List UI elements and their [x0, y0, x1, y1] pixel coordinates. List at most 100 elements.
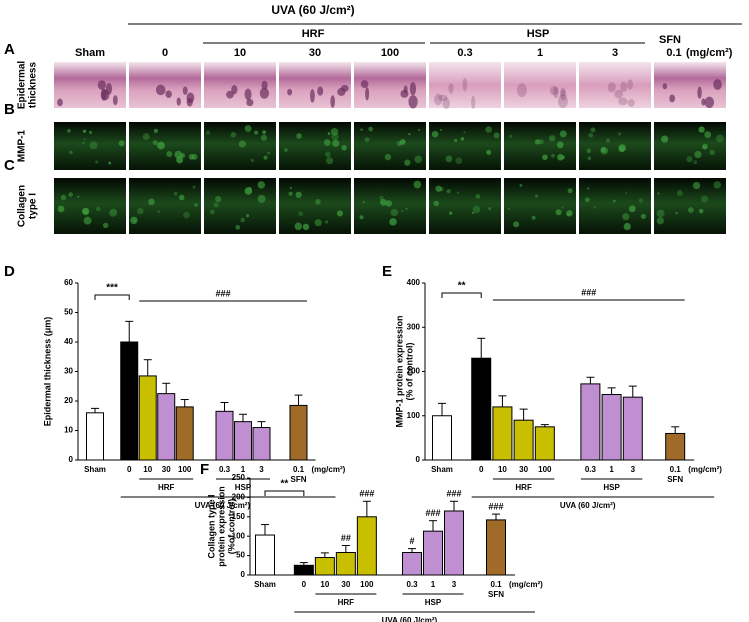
- micrograph-detail: [176, 97, 181, 106]
- bar: [580, 383, 601, 461]
- micrograph-detail: [67, 128, 71, 133]
- micrograph-detail: [462, 77, 468, 92]
- micrograph-detail: [627, 79, 633, 90]
- micrograph-detail: [438, 94, 448, 101]
- x-tick-label: 0.3: [585, 465, 597, 474]
- y-axis-label: (%of control): [226, 499, 236, 555]
- y-tick-label: 40: [64, 337, 73, 346]
- panel-letter: B: [4, 101, 15, 118]
- significance-label: ###: [488, 501, 503, 511]
- row-label: thickness: [28, 61, 39, 108]
- micrograph-detail: [440, 128, 443, 131]
- significance-label: #: [409, 536, 414, 546]
- micrograph-detail: [431, 130, 439, 138]
- bar: [120, 341, 139, 461]
- group-label: HSP: [527, 28, 550, 40]
- micrograph-detail: [669, 94, 676, 103]
- micrograph-detail: [698, 208, 704, 214]
- micrograph-detail: [157, 141, 165, 150]
- y-tick-label: 100: [407, 411, 421, 420]
- y-tick-label: 250: [232, 473, 246, 482]
- dose-label: 100: [381, 47, 399, 59]
- micrograph-detail: [389, 218, 397, 226]
- dose-label: 0.3: [457, 47, 472, 59]
- micrograph-detail: [257, 194, 266, 203]
- micrograph-detail: [558, 94, 568, 109]
- micrograph-detail: [701, 98, 706, 106]
- micrograph-detail: [625, 191, 628, 194]
- micrograph-detail: [82, 141, 85, 145]
- micrograph-detail: [209, 209, 215, 215]
- micrograph-detail: [96, 206, 101, 212]
- x-tick-label: 0: [479, 465, 484, 474]
- treatment-label: UVA (60 J/cm²): [271, 3, 354, 17]
- x-tick-label: 3: [452, 580, 457, 589]
- bar: [157, 393, 176, 461]
- micrograph-detail: [142, 133, 150, 140]
- bar: [86, 412, 104, 461]
- micrograph-detail: [384, 153, 392, 161]
- micrograph-detail: [713, 79, 722, 90]
- significance-bracket: [94, 294, 130, 300]
- micrograph-detail: [715, 134, 724, 143]
- micrograph-detail: [188, 153, 195, 160]
- micrograph-detail: [567, 188, 573, 194]
- micrograph-detail: [192, 185, 196, 189]
- micrograph-detail: [244, 88, 252, 101]
- micrograph-detail: [400, 89, 409, 98]
- micrograph-detail: [404, 159, 411, 166]
- bar: [138, 375, 157, 461]
- micrograph-detail: [315, 199, 321, 205]
- micrograph-detail: [433, 200, 440, 207]
- micrograph-detail: [323, 139, 331, 147]
- micrograph-detail: [463, 131, 466, 134]
- micrograph-detail: [380, 198, 387, 206]
- micrograph-detail: [656, 209, 665, 218]
- micrograph-detail: [584, 197, 590, 203]
- y-axis-label: protein expression: [216, 486, 226, 567]
- micrograph-detail: [538, 139, 544, 145]
- bar: [534, 426, 555, 461]
- micrograph-detail: [713, 181, 722, 189]
- micrograph: [129, 122, 201, 170]
- x-tick-label: 30: [341, 580, 350, 589]
- micrograph-detail: [340, 84, 349, 92]
- micrograph-detail: [259, 87, 269, 99]
- x-tick-label: 1: [431, 580, 436, 589]
- micrograph-detail: [605, 138, 611, 143]
- micrograph-detail: [704, 96, 715, 109]
- micrograph-detail: [692, 181, 701, 190]
- y-tick-label: 50: [64, 308, 73, 317]
- micrograph-detail: [620, 81, 628, 92]
- micrograph-detail: [704, 131, 712, 139]
- dose-label: 30: [309, 47, 321, 59]
- x-tick-label: 100: [538, 465, 552, 474]
- significance-label: ###: [359, 489, 374, 499]
- micrograph-detail: [261, 80, 268, 90]
- micrograph: [504, 62, 576, 108]
- group-label: SFN: [659, 34, 681, 46]
- micrograph-detail: [516, 83, 527, 98]
- micrograph-detail: [686, 156, 693, 163]
- x-tick-label: 0.1: [293, 465, 305, 474]
- micrograph: [579, 122, 651, 170]
- micrograph-detail: [166, 150, 173, 157]
- micrograph-detail: [368, 126, 374, 132]
- micrograph-detail: [182, 86, 188, 95]
- micrograph-detail: [360, 128, 363, 131]
- micrograph-detail: [561, 206, 564, 209]
- micrograph-detail: [262, 130, 267, 135]
- micrograph-detail: [408, 132, 411, 136]
- micrograph-detail: [238, 140, 246, 148]
- micrograph-detail: [556, 141, 564, 149]
- micrograph-detail: [108, 161, 112, 165]
- row-label: Epidermal: [17, 61, 28, 110]
- bar: [402, 551, 422, 576]
- x-tick-label: 100: [178, 465, 192, 474]
- micrograph: [129, 178, 201, 234]
- significance-label: ###: [446, 489, 461, 499]
- micrograph-detail: [341, 144, 347, 151]
- dose-label: Sham: [75, 47, 105, 59]
- y-tick-label: 300: [407, 322, 421, 331]
- bar: [234, 421, 252, 461]
